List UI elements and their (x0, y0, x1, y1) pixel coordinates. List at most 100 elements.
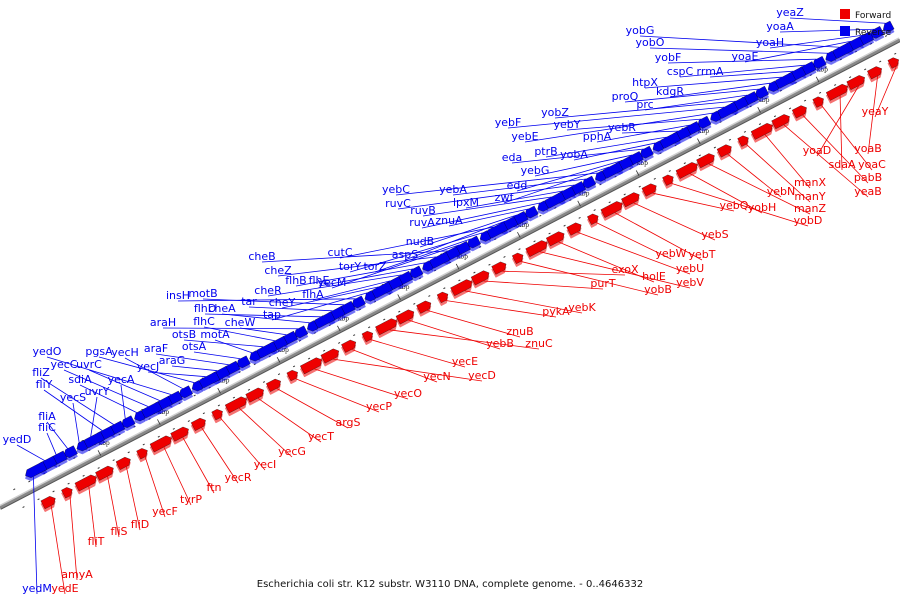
gene-label-rrmA[interactable]: rrmA (697, 65, 724, 78)
gene-label-yebQ[interactable]: yebQ (720, 199, 749, 212)
fliD-gene-arrow[interactable] (115, 457, 131, 474)
tyrP-gene-arrow[interactable] (149, 435, 172, 456)
gene-label-yecN[interactable]: yecN (423, 370, 451, 383)
yecS-gene-arrow[interactable] (76, 440, 89, 455)
gene-label-yebN[interactable]: yebN (767, 185, 796, 198)
gene-label-flhD[interactable]: flhD (194, 302, 216, 315)
gene-label-yeaZ[interactable]: yeaZ (776, 6, 804, 19)
yobB-gene-arrow[interactable] (511, 252, 524, 268)
gene-label-yebW[interactable]: yebW (655, 247, 686, 260)
gene-label-yoaA[interactable]: yoaA (766, 20, 794, 33)
ftn-gene-arrow[interactable] (170, 426, 189, 445)
gene-label-yebY[interactable]: yebY (554, 118, 581, 131)
gene-label-yebR[interactable]: yebR (608, 121, 636, 134)
yebS-gene-arrow[interactable] (620, 192, 640, 211)
gene-label-manY[interactable]: manY (794, 190, 825, 203)
gene-label-yoaC[interactable]: yoaC (858, 158, 886, 171)
gene-label-lpxM[interactable]: lpxM (453, 196, 479, 209)
yebV-gene-arrow[interactable] (525, 240, 548, 261)
znuC-gene-arrow[interactable] (375, 318, 398, 339)
yobF-gene-arrow[interactable] (812, 56, 827, 72)
gene-label-torZ[interactable]: torZ (363, 260, 387, 273)
gene-label-proQ[interactable]: proQ (612, 90, 639, 103)
gene-label-cheR[interactable]: cheR (254, 284, 282, 297)
gene-label-fliC[interactable]: fliC (38, 421, 56, 434)
gene-label-yecP[interactable]: yecP (366, 400, 392, 413)
yecG-gene-arrow[interactable] (224, 396, 248, 417)
gene-label-znuA[interactable]: znuA (435, 214, 463, 227)
gene-label-cheA[interactable]: cheA (208, 302, 236, 315)
gene-label-pgsA[interactable]: pgsA (85, 345, 113, 358)
yobH-gene-arrow[interactable] (675, 162, 698, 182)
gene-label-yebB[interactable]: yebB (486, 337, 514, 350)
gene-label-yecG[interactable]: yecG (278, 445, 306, 458)
manZ-gene-arrow[interactable] (696, 153, 715, 172)
gene-label-cspC[interactable]: cspC (667, 65, 694, 78)
gene-label-sdiA[interactable]: sdiA (68, 373, 92, 386)
flhE-gene-arrow[interactable] (409, 265, 424, 282)
argS-gene-arrow[interactable] (265, 378, 282, 395)
torZ-gene-arrow[interactable] (466, 235, 482, 252)
gene-label-purT[interactable]: purT (590, 277, 615, 290)
gene-label-znuB[interactable]: znuB (506, 325, 533, 338)
gene-label-ruvA[interactable]: ruvA (409, 216, 435, 229)
gene-label-yedD[interactable]: yedD (3, 433, 32, 446)
gene-label-yebS[interactable]: yebS (701, 228, 728, 241)
yebW-gene-arrow[interactable] (586, 213, 599, 229)
yebF-gene-arrow[interactable] (716, 101, 739, 122)
gene-label-fliA[interactable]: fliA (38, 410, 56, 423)
tap-gene-arrow[interactable] (364, 290, 377, 305)
purT-gene-arrow[interactable] (470, 270, 490, 289)
yecT-gene-arrow[interactable] (245, 387, 265, 406)
gene-label-yecF[interactable]: yecF (152, 505, 178, 518)
fliA-gene-arrow[interactable] (63, 445, 78, 461)
gene-label-fliS[interactable]: fliS (111, 525, 128, 538)
gene-label-uvrY[interactable]: uvrY (85, 385, 110, 398)
exoX-gene-arrow[interactable] (491, 261, 507, 278)
yebB-gene-arrow[interactable] (395, 309, 415, 328)
yedM-gene-arrow[interactable] (25, 461, 48, 482)
fliT-gene-arrow[interactable] (74, 474, 97, 495)
yoaC-gene-arrow[interactable] (812, 96, 824, 111)
yoaD-gene-arrow[interactable] (846, 75, 866, 94)
yecF-gene-arrow[interactable] (136, 448, 148, 463)
sdaA-gene-arrow[interactable] (825, 84, 849, 104)
yobD-gene-arrow[interactable] (662, 174, 674, 189)
gene-label-yebG[interactable]: yebG (521, 164, 550, 177)
yebY-gene-arrow[interactable] (697, 115, 712, 132)
gene-label-yecJ[interactable]: yecJ (137, 360, 160, 373)
gene-label-yebU[interactable]: yebU (676, 262, 704, 275)
gene-label-yecS[interactable]: yecS (60, 391, 86, 404)
yebN-gene-arrow[interactable] (716, 144, 732, 161)
gene-label-exoX[interactable]: exoX (611, 263, 638, 276)
gene-label-htpX[interactable]: htpX (632, 76, 658, 89)
yecH-gene-arrow[interactable] (178, 385, 194, 402)
gene-label-torY[interactable]: torY (339, 260, 362, 273)
ruvA-gene-arrow[interactable] (537, 200, 549, 215)
gene-label-yeaB[interactable]: yeaB (854, 185, 882, 198)
gene-label-yobB[interactable]: yobB (644, 283, 672, 296)
gene-label-ruvC[interactable]: ruvC (385, 197, 411, 210)
yobA-gene-arrow[interactable] (652, 140, 665, 155)
pykA-gene-arrow[interactable] (436, 291, 449, 307)
gene-label-yecD[interactable]: yecD (468, 369, 496, 382)
gene-label-araH[interactable]: araH (150, 316, 176, 329)
gene-label-motA[interactable]: motA (200, 328, 230, 341)
gene-label-flhA[interactable]: flhA (302, 288, 324, 301)
yecP-gene-arrow[interactable] (286, 370, 299, 385)
gene-label-fliY[interactable]: fliY (36, 378, 53, 391)
gene-label-yebC[interactable]: yebC (382, 183, 410, 196)
gene-label-yobA[interactable]: yobA (560, 148, 588, 161)
gene-label-manX[interactable]: manX (794, 176, 826, 189)
gene-label-flhC[interactable]: flhC (193, 315, 215, 328)
yeaB-gene-arrow[interactable] (771, 114, 790, 133)
gene-label-holE[interactable]: holE (642, 270, 666, 283)
gene-label-znuC[interactable]: znuC (525, 337, 553, 350)
gene-label-yoaD[interactable]: yoaD (803, 144, 831, 157)
gene-label-yebF[interactable]: yebF (495, 116, 522, 129)
gene-label-yobD[interactable]: yobD (794, 214, 823, 227)
gene-label-yebK[interactable]: yebK (568, 301, 596, 314)
gene-label-yobO[interactable]: yobO (636, 36, 665, 49)
gene-label-ptrB[interactable]: ptrB (534, 145, 557, 158)
